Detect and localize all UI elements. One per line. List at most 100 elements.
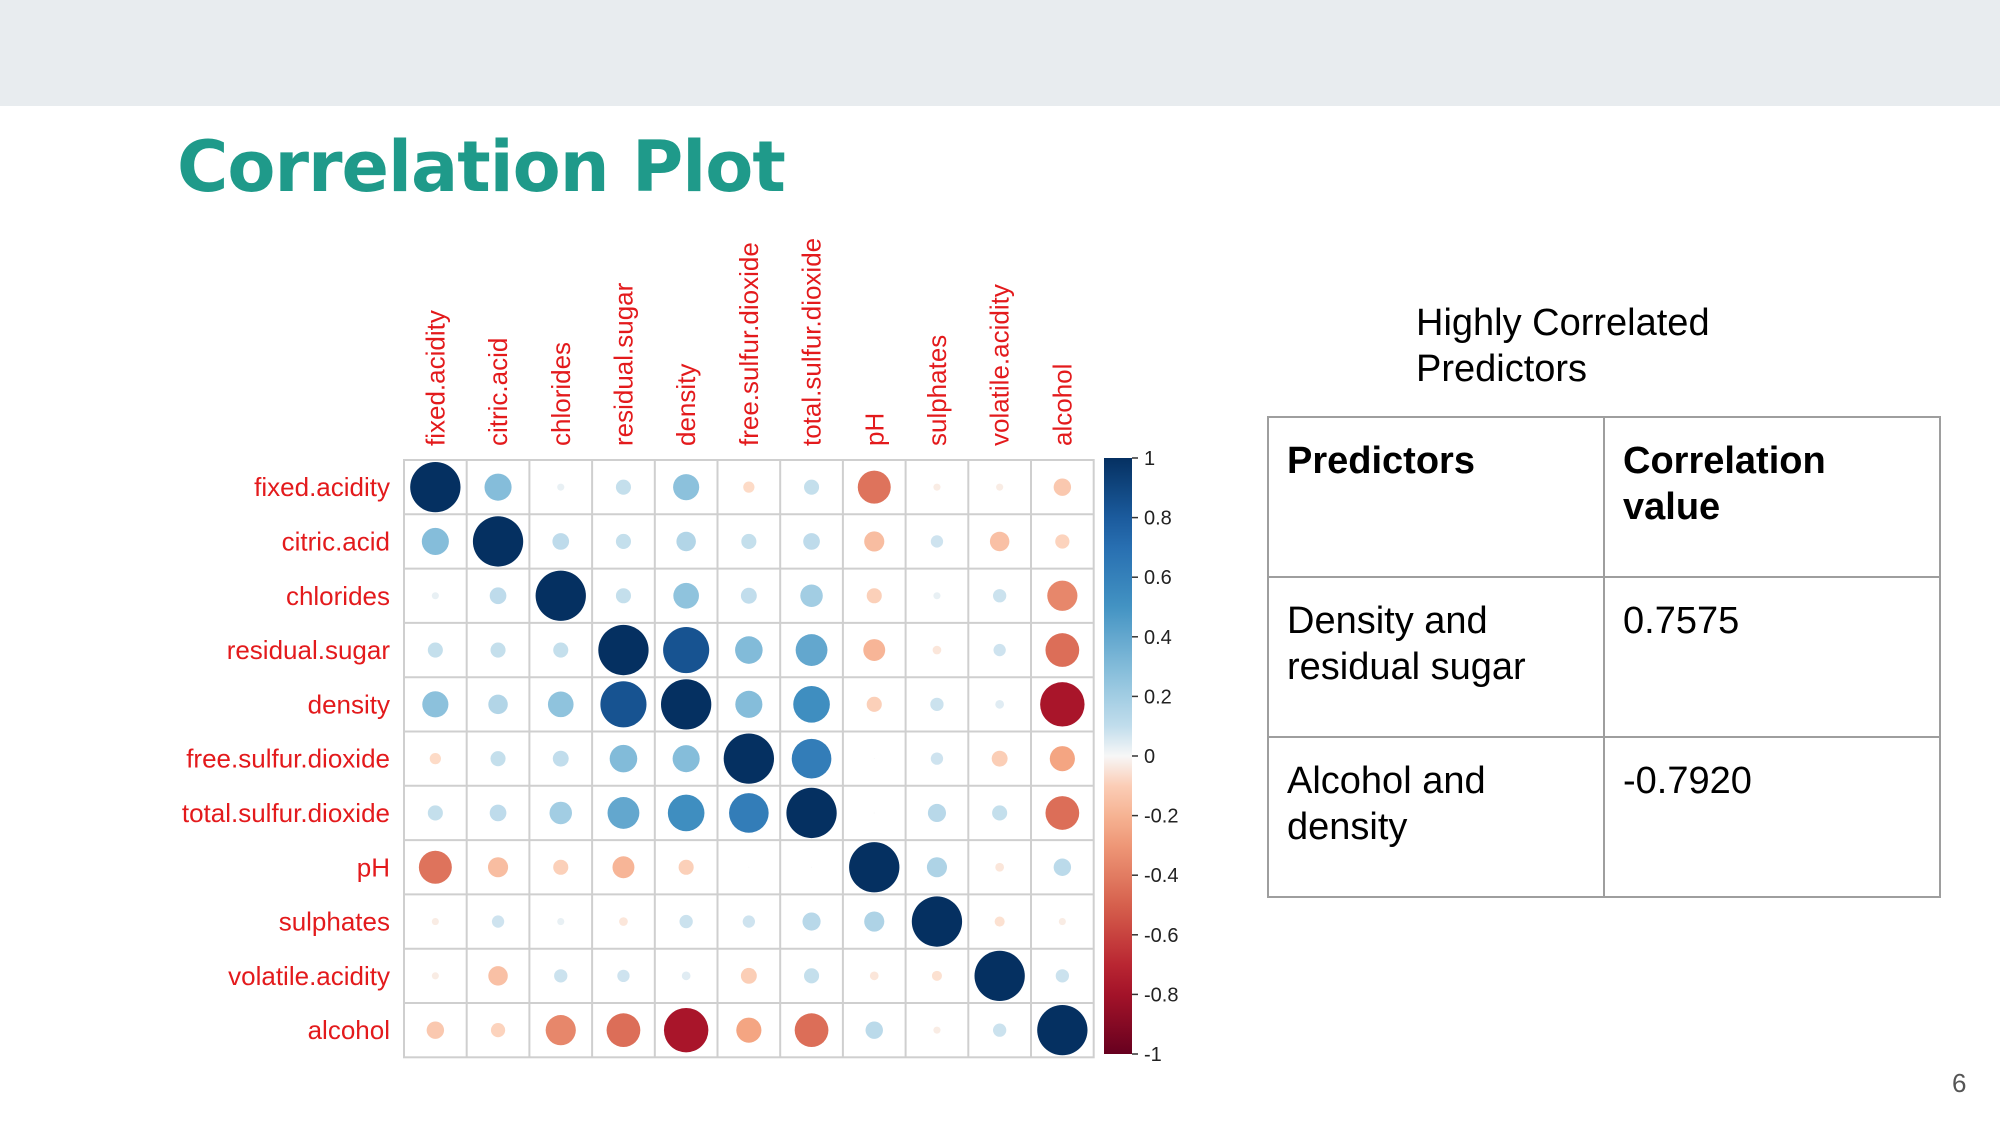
row-label: residual.sugar (227, 635, 391, 665)
column-label: chlorides (546, 342, 576, 446)
corr-circle-total.sulfur.dioxide-chlorides (549, 801, 572, 825)
page-number: 6 (1952, 1068, 1967, 1098)
colorbar-tick-label: 0.8 (1144, 508, 1172, 530)
column-label: density (671, 364, 701, 446)
column-label: total.sulfur.dioxide (797, 238, 827, 446)
table-caption: Highly Correlated Predictors (1416, 302, 1710, 390)
corr-circle-density-total.sulfur.dioxide (793, 686, 830, 723)
corr-circle-total.sulfur.dioxide-sulphates (927, 803, 947, 823)
corr-circle-pH-volatile.acidity (995, 862, 1005, 872)
colorbar-tick-label: -0.2 (1144, 806, 1178, 828)
corr-circle-alcohol-free.sulfur.dioxide (736, 1017, 762, 1043)
corr-circle-citric.acid-fixed.acidity (421, 527, 449, 555)
corr-circle-citric.acid-citric.acid (472, 516, 524, 567)
column-label: sulphates (922, 335, 952, 446)
colorbar-tick-label: -0.8 (1144, 984, 1178, 1006)
table-cell-value: 0.7575 (1603, 576, 1941, 738)
corr-circle-total.sulfur.dioxide-alcohol (1045, 796, 1080, 830)
row-label: pH (357, 852, 390, 882)
corr-circle-total.sulfur.dioxide-pH (873, 812, 875, 814)
column-label: alcohol (1047, 364, 1077, 446)
corr-circle-sulphates-sulphates (911, 896, 963, 947)
corr-circle-total.sulfur.dioxide-volatile.acidity (992, 805, 1008, 821)
corr-circle-pH-fixed.acidity (418, 850, 452, 884)
corr-circle-sulphates-volatile.acidity (994, 916, 1005, 927)
corr-circle-volatile.acidity-volatile.acidity (974, 950, 1025, 1001)
correlation-table: Predictors Correlation value Density and… (1267, 416, 1941, 898)
corr-circle-pH-total.sulfur.dioxide (811, 866, 813, 868)
corr-circle-residual.sugar-sulphates (932, 645, 942, 655)
corr-circle-density-free.sulfur.dioxide (735, 690, 763, 718)
table-cell-predictors: Alcohol and density (1267, 736, 1605, 898)
corr-circle-volatile.acidity-pH (869, 971, 879, 981)
corr-circle-fixed.acidity-citric.acid (484, 473, 512, 501)
corr-circle-residual.sugar-alcohol (1045, 633, 1080, 667)
column-label: fixed.acidity (420, 310, 450, 446)
row-label: fixed.acidity (254, 472, 390, 502)
corr-circle-volatile.acidity-residual.sugar (617, 969, 630, 983)
corr-circle-pH-density (678, 859, 694, 875)
corr-circle-pH-sulphates (926, 857, 948, 878)
corr-circle-alcohol-residual.sugar (606, 1013, 641, 1048)
page-title: Correlation Plot (177, 126, 786, 208)
corr-circle-residual.sugar-pH (863, 639, 886, 662)
corr-circle-citric.acid-alcohol (1055, 534, 1070, 549)
corr-circle-residual.sugar-volatile.acidity (993, 643, 1006, 657)
top-banner (0, 0, 2000, 106)
corr-circle-density-chlorides (547, 691, 574, 718)
column-label: pH (859, 413, 889, 446)
corr-circle-fixed.acidity-total.sulfur.dioxide (804, 479, 820, 495)
corr-circle-free.sulfur.dioxide-free.sulfur.dioxide (723, 733, 774, 784)
corr-circle-citric.acid-total.sulfur.dioxide (803, 533, 820, 550)
corr-circle-residual.sugar-density (663, 626, 710, 674)
corr-circle-chlorides-fixed.acidity (431, 592, 439, 600)
corr-circle-fixed.acidity-pH (857, 470, 891, 504)
row-label: chlorides (286, 581, 390, 611)
corr-circle-alcohol-volatile.acidity (992, 1023, 1007, 1037)
corr-circle-residual.sugar-citric.acid (490, 642, 506, 658)
corr-circle-chlorides-citric.acid (489, 587, 507, 605)
corr-circle-residual.sugar-fixed.acidity (427, 642, 443, 658)
corr-circle-chlorides-chlorides (535, 570, 586, 621)
corr-circle-citric.acid-chlorides (552, 533, 570, 550)
corr-circle-sulphates-fixed.acidity (431, 917, 439, 926)
corr-circle-volatile.acidity-alcohol (1055, 969, 1070, 983)
corr-circle-chlorides-free.sulfur.dioxide (740, 587, 757, 604)
corr-circle-chlorides-sulphates (933, 592, 941, 600)
table-row: Alcohol and density -0.7920 (1267, 736, 1941, 898)
colorbar-tick-label: 0.2 (1144, 686, 1172, 708)
corr-circle-pH-pH (849, 842, 900, 893)
corr-circle-citric.acid-volatile.acidity (989, 531, 1010, 552)
header-correlation-value: Correlation value (1603, 416, 1941, 578)
colorbar (1104, 458, 1132, 1054)
column-label: residual.sugar (608, 282, 638, 446)
corr-circle-free.sulfur.dioxide-alcohol (1049, 746, 1075, 772)
row-label: citric.acid (282, 526, 390, 556)
column-label: free.sulfur.dioxide (734, 242, 764, 446)
corr-circle-total.sulfur.dioxide-residual.sugar (607, 797, 640, 829)
corr-circle-sulphates-citric.acid (491, 915, 505, 928)
corr-circle-volatile.acidity-fixed.acidity (431, 972, 439, 980)
corr-circle-total.sulfur.dioxide-citric.acid (489, 804, 507, 822)
corr-circle-free.sulfur.dioxide-pH (873, 758, 875, 760)
corr-circle-volatile.acidity-citric.acid (488, 966, 508, 986)
corr-circle-volatile.acidity-sulphates (931, 970, 942, 981)
colorbar-tick-label: 0.4 (1144, 627, 1172, 649)
corr-circle-alcohol-sulphates (933, 1026, 941, 1034)
corr-circle-density-volatile.acidity (995, 699, 1005, 709)
row-label: alcohol (308, 1015, 390, 1045)
corr-circle-total.sulfur.dioxide-free.sulfur.dioxide (729, 793, 769, 833)
corr-circle-pH-free.sulfur.dioxide (748, 866, 750, 868)
corr-circle-total.sulfur.dioxide-fixed.acidity (427, 805, 443, 821)
corr-circle-fixed.acidity-chlorides (557, 483, 565, 491)
row-label: sulphates (279, 907, 390, 937)
corr-circle-fixed.acidity-volatile.acidity (996, 483, 1004, 491)
corr-circle-volatile.acidity-free.sulfur.dioxide (740, 967, 757, 984)
corr-circle-fixed.acidity-alcohol (1053, 478, 1072, 496)
corr-circle-sulphates-chlorides (557, 917, 565, 926)
table-cell-value: -0.7920 (1603, 736, 1941, 898)
corr-circle-fixed.acidity-sulphates (933, 483, 941, 491)
corr-circle-fixed.acidity-density (673, 474, 700, 501)
corr-circle-citric.acid-sulphates (930, 535, 944, 548)
row-label: free.sulfur.dioxide (186, 744, 390, 774)
